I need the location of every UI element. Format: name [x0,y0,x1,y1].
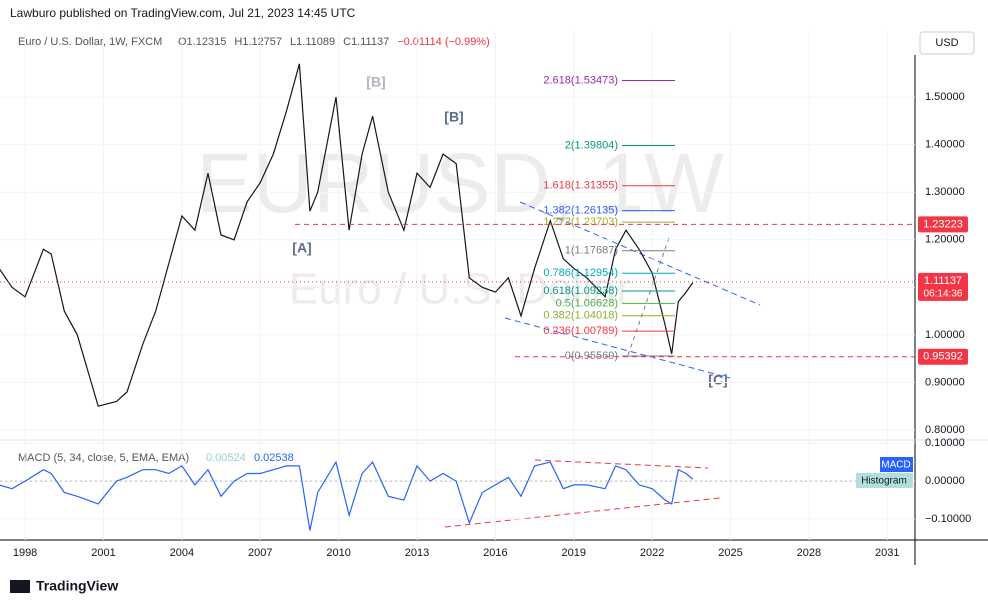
price-tag-label: 0.95392 [923,351,963,363]
fib-label: 0.236(1.00789) [543,325,618,337]
x-tick-label: 2019 [562,547,586,559]
price-tag [918,216,968,233]
macd-value: 0.00524 [206,452,246,464]
logo [10,580,30,593]
last-price-tag [918,272,968,301]
y-tick-label: −0.10000 [925,513,971,525]
tag-box [856,473,913,488]
ohlc-value: H1.12757 [234,36,282,48]
countdown: 06:14:36 [924,289,963,300]
tag-label: MACD [881,460,910,471]
y-tick-label: 1.50000 [925,91,965,103]
series-line [0,460,694,531]
x-tick-label: 2007 [248,547,272,559]
fib-label: 1.382(1.26135) [543,204,618,216]
y-tick-label: 0.00000 [925,475,965,487]
x-tick-label: 2022 [640,547,664,559]
ohlc-value: −0.01114 (−0.99%) [397,36,490,48]
y-tick-label: 1.30000 [925,186,965,198]
fib-label: 2.618(1.53473) [543,74,618,86]
trend-line [504,317,731,379]
wave-label: [B] [366,74,385,90]
x-tick-label: 2031 [875,547,899,559]
trend-line [627,234,671,356]
fib-label: 0.786(1.12954) [543,267,618,279]
ohlc: O1.12315 H1.12757 L1.11089 C1.11137 −0.01114… [178,36,490,48]
x-tick-label: 2001 [91,547,115,559]
trend-line [519,201,761,306]
y-tick-label: 1.40000 [925,139,965,151]
fib-label: 0.382(1.04018) [543,310,618,322]
fib-label: 0(0.95569) [565,350,618,362]
fib-label: 1(1.17687) [565,245,618,257]
footer: TradingView [36,578,118,594]
y-tick-label: 1.20000 [925,234,965,246]
wave-label: [B] [444,109,463,125]
fib-label: 1.272(1.23703) [543,216,618,228]
fib-label: 1.618(1.31355) [543,180,618,192]
macd-trend [534,459,709,469]
byline: Lawburo published on TradingView.com, Ju… [10,6,356,20]
y-tick-label: 0.10000 [925,437,965,449]
fib-label: 0.618(1.09238) [543,285,618,297]
x-tick-label: 2025 [718,547,742,559]
x-tick-label: 2004 [170,547,194,559]
fib-label: 0.5(1.06628) [556,297,618,309]
x-tick-label: 1998 [13,547,37,559]
y-tick-label: 1.00000 [925,329,965,341]
pane [0,63,694,407]
ohlc-value: O1.12315 [178,36,226,48]
series-line [0,63,694,407]
x-tick-label: 2028 [797,547,821,559]
x-tick-label: 2016 [483,547,507,559]
ohlc-value: L1.11089 [290,36,335,48]
macd-trend [444,497,721,528]
watermark: EURUSD, 1W [196,136,723,230]
y-tick-label: 0.90000 [925,376,965,388]
ohlc-value: C1.11137 [343,36,389,48]
wave-label: [A] [292,240,311,256]
price-tag-label: 1.23223 [923,218,963,230]
currency-box[interactable] [919,31,975,55]
y-tick-label: 0.80000 [925,424,965,436]
last-price: 1.11137 [924,275,962,287]
macd-value: 0.02538 [254,452,294,464]
x-tick-label: 2010 [326,547,350,559]
price-tag [918,348,968,365]
fib-label: 2(1.39804) [565,139,618,151]
symbol: Euro / U.S. Dollar, 1W, FXCM [18,36,162,48]
x-tick-label: 2013 [405,547,429,559]
wave-label: [C] [708,372,727,388]
pane [0,460,694,531]
tag-box [880,457,913,472]
tag-label: Histogram [861,476,907,487]
currency[interactable]: USD [935,37,958,49]
